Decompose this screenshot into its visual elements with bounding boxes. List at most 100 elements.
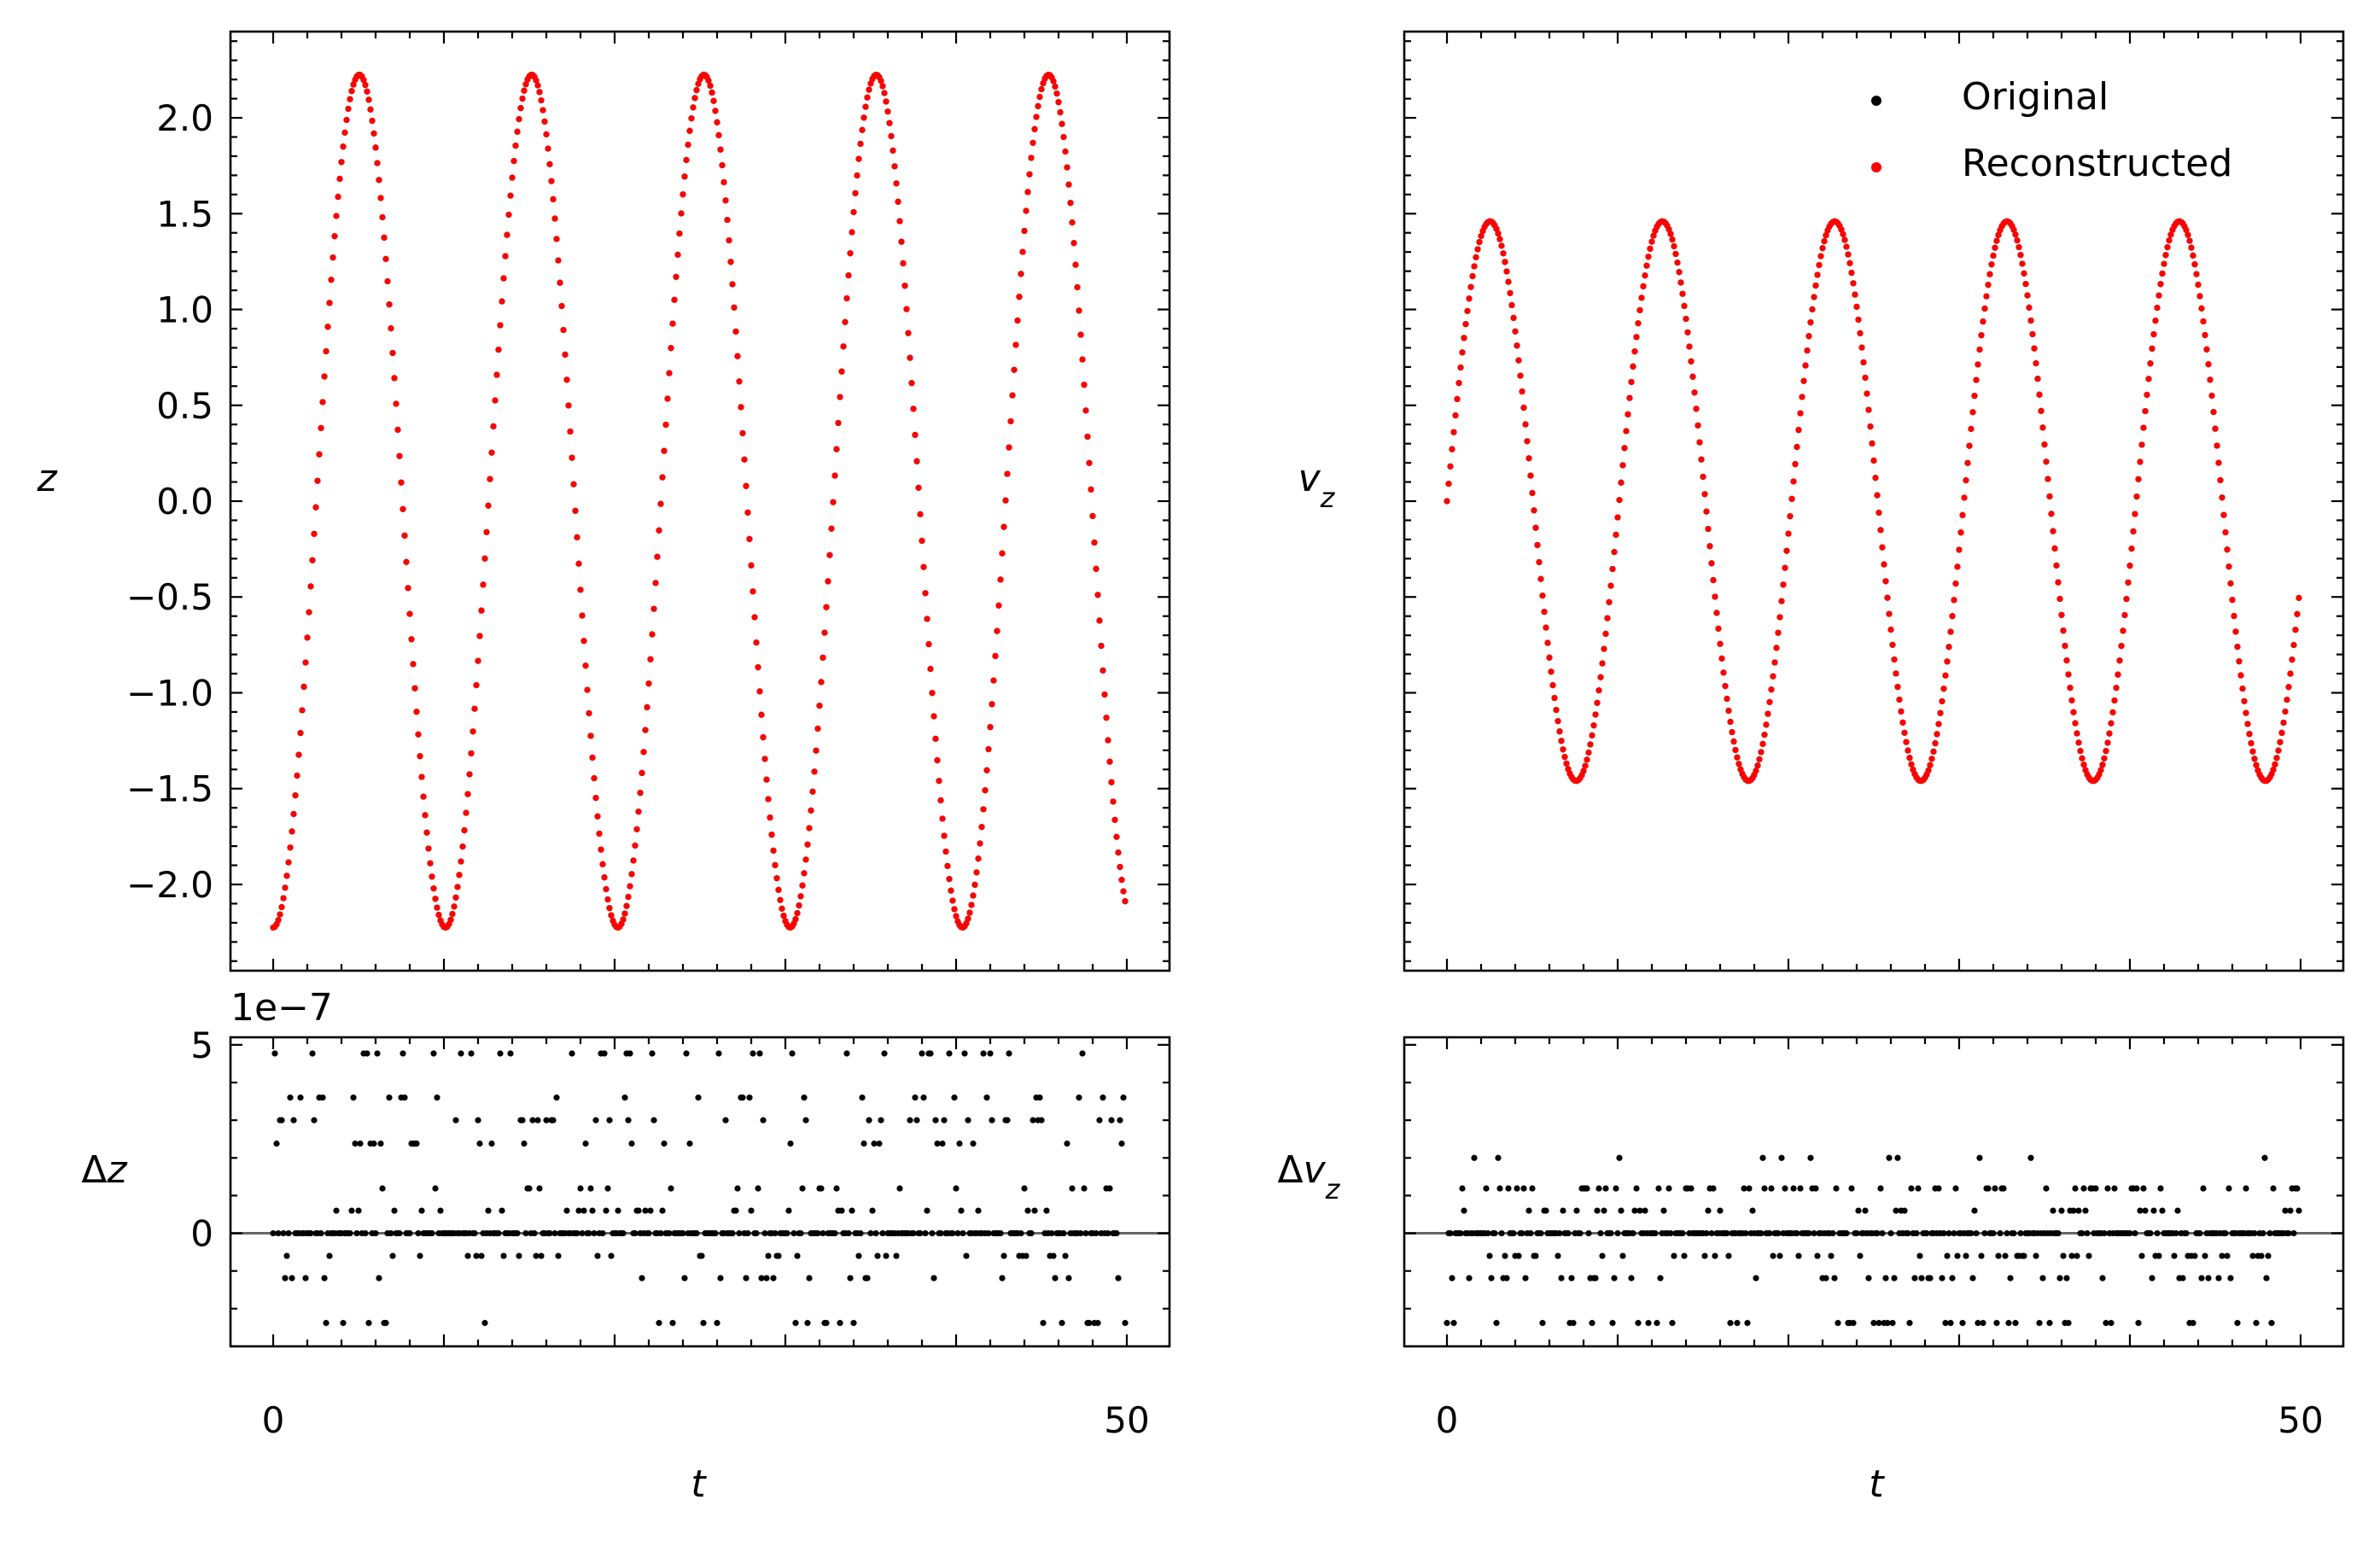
data-point-reconstructed (1700, 473, 1706, 481)
residual-point (1081, 1185, 1088, 1192)
residual-point (954, 1229, 961, 1237)
data-point-reconstructed (1776, 614, 1783, 621)
residual-point (1855, 1207, 1862, 1214)
residual-point (1908, 1185, 1915, 1192)
y-tick-label: −2.0 (126, 864, 213, 906)
data-point-reconstructed (731, 304, 738, 311)
residual-point (579, 1229, 586, 1237)
residual-point (302, 1275, 309, 1281)
residual-point (1450, 1320, 1457, 1327)
data-point-reconstructed (456, 872, 463, 878)
data-point-reconstructed (780, 912, 787, 919)
data-point-reconstructed (1894, 684, 1901, 691)
data-point-reconstructed (2103, 748, 2109, 755)
data-point-reconstructed (415, 731, 422, 738)
data-point-reconstructed (989, 701, 995, 708)
residual-point (1862, 1207, 1869, 1214)
residual-point (1758, 1229, 1765, 1237)
residual-point (907, 1117, 913, 1124)
data-point-reconstructed (729, 281, 736, 288)
data-point-reconstructed (719, 161, 726, 169)
residual-point (1077, 1229, 1084, 1237)
data-point-reconstructed (1730, 738, 1737, 745)
residual-point (797, 1229, 804, 1237)
residual-point (668, 1185, 674, 1192)
data-point-reconstructed (534, 82, 541, 89)
residual-point (801, 1094, 808, 1101)
residual-point (1874, 1229, 1881, 1237)
data-point-reconstructed (621, 910, 628, 917)
data-point-reconstructed (517, 105, 524, 112)
data-point-reconstructed (849, 229, 855, 236)
residual-point (2082, 1207, 2089, 1214)
data-point-reconstructed (1908, 761, 1915, 768)
residual-point (580, 1207, 587, 1214)
residual-point (2155, 1252, 2162, 1259)
residual-point (1488, 1275, 1495, 1281)
residual-point (2108, 1320, 2115, 1327)
data-point-reconstructed (825, 578, 831, 585)
residual-point (1992, 1185, 1998, 1192)
data-point-reconstructed (1852, 291, 1858, 298)
data-point-reconstructed (502, 253, 509, 260)
residual-point (1030, 1117, 1036, 1124)
residual-point (2227, 1275, 2234, 1281)
data-point-reconstructed (1457, 364, 1464, 371)
residual-point (364, 1050, 370, 1057)
data-point-reconstructed (1067, 200, 1074, 207)
data-point-reconstructed (2048, 511, 2055, 517)
data-point-reconstructed (1778, 598, 1785, 604)
data-point-reconstructed (1727, 718, 1734, 726)
data-point-reconstructed (2120, 627, 2126, 634)
residual-point (1520, 1185, 1527, 1192)
data-point-reconstructed (2077, 748, 2084, 755)
data-point-reconstructed (1638, 295, 1645, 301)
residual-point (1115, 1275, 1122, 1281)
residual-point (569, 1050, 575, 1057)
data-point-reconstructed (348, 88, 355, 95)
data-point-reconstructed (898, 238, 905, 245)
data-point-reconstructed (309, 557, 316, 563)
residual-point (1086, 1320, 1093, 1327)
data-point-reconstructed (630, 857, 637, 864)
residual-point (430, 1050, 437, 1057)
data-point-reconstructed (1120, 888, 1127, 895)
data-point-reconstructed (2210, 409, 2217, 416)
residual-point (2104, 1185, 2111, 1192)
residual-point (802, 1117, 809, 1124)
data-point-reconstructed (345, 105, 352, 113)
data-point-reconstructed (464, 791, 471, 797)
data-point-reconstructed (939, 815, 946, 822)
residual-point (621, 1094, 628, 1101)
data-point-reconstructed (538, 96, 545, 104)
data-point-reconstructed (997, 576, 1004, 583)
data-point-reconstructed (826, 552, 833, 558)
data-point-reconstructed (1597, 674, 1604, 680)
data-point-reconstructed (1869, 440, 1875, 447)
data-point-reconstructed (1988, 261, 1995, 268)
data-point-reconstructed (942, 848, 949, 855)
data-point-reconstructed (2036, 391, 2043, 398)
data-point-reconstructed (285, 859, 292, 866)
residual-point (2092, 1185, 2099, 1192)
data-point-reconstructed (481, 555, 488, 562)
residual-point (2007, 1275, 2014, 1281)
data-point-reconstructed (645, 680, 652, 687)
data-point-reconstructed (1800, 377, 1807, 384)
data-point-reconstructed (2246, 731, 2253, 738)
residual-point (2266, 1229, 2273, 1237)
residual-point (2005, 1320, 2012, 1327)
residual-point (1502, 1252, 1508, 1259)
residual-point (869, 1207, 876, 1214)
data-point-reconstructed (2015, 243, 2022, 251)
residual-point (639, 1275, 645, 1281)
data-point-reconstructed (1618, 479, 1625, 486)
data-point-reconstructed (1060, 133, 1067, 141)
residual-point (273, 1140, 280, 1147)
data-point-reconstructed (478, 607, 485, 614)
residual-point (1043, 1207, 1050, 1214)
data-point-reconstructed (1790, 478, 1797, 485)
residual-point (2200, 1185, 2207, 1192)
data-point-reconstructed (290, 810, 297, 818)
data-point-reconstructed (504, 231, 510, 238)
